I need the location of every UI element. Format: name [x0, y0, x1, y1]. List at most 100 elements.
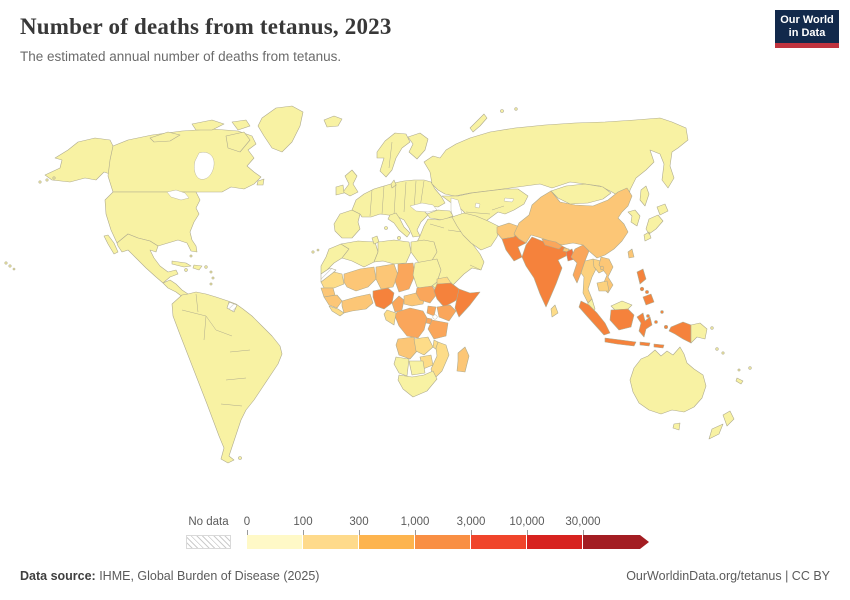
region-arctic-islands[interactable] [231, 119, 251, 131]
region-niger[interactable] [375, 263, 399, 290]
region-aleutians[interactable] [52, 176, 56, 180]
region-kenya[interactable] [436, 304, 457, 322]
region-new-zealand-south[interactable] [708, 423, 724, 440]
region-lesser-antilles[interactable] [209, 270, 213, 274]
region-sardinia[interactable] [384, 226, 388, 230]
region-dr-congo[interactable] [394, 307, 428, 339]
region-iran[interactable] [451, 212, 501, 251]
region-west-africa-coast[interactable] [341, 293, 374, 314]
region-mexico[interactable] [116, 233, 179, 284]
region-namibia[interactable] [393, 356, 410, 377]
region-guinea[interactable] [323, 294, 343, 309]
region-madagascar[interactable] [456, 346, 470, 373]
region-denmark[interactable] [390, 179, 397, 189]
region-philippines-luzon[interactable] [636, 268, 647, 285]
legend-bin-3000-10000[interactable] [471, 535, 527, 549]
region-india[interactable] [521, 236, 571, 308]
legend-bin-30000-plus[interactable] [583, 535, 649, 549]
region-zambia[interactable] [413, 336, 434, 356]
region-south-america[interactable] [171, 291, 283, 464]
region-uganda[interactable] [426, 305, 437, 317]
region-fiji[interactable] [748, 366, 752, 370]
region-chad[interactable] [394, 262, 416, 293]
region-alaska[interactable] [44, 137, 114, 183]
legend-bin-300-1000[interactable] [359, 535, 415, 549]
region-scandinavia[interactable] [376, 132, 411, 178]
legend-bin-0-100[interactable] [247, 535, 303, 549]
region-botswana[interactable] [408, 360, 426, 376]
region-cameroon[interactable] [391, 295, 405, 313]
region-hispaniola[interactable] [192, 264, 203, 271]
region-new-zealand-north[interactable] [722, 410, 735, 427]
region-egypt[interactable] [410, 239, 438, 264]
region-iceland[interactable] [323, 115, 343, 128]
region-united-kingdom[interactable] [342, 169, 359, 197]
region-tanzania[interactable] [427, 319, 449, 340]
region-iberia[interactable] [333, 209, 361, 239]
region-maluku[interactable] [646, 314, 650, 318]
region-sierra-leone-liberia[interactable] [328, 305, 345, 317]
region-cuba[interactable] [171, 260, 192, 268]
region-south-sudan[interactable] [415, 285, 438, 304]
region-hawaii[interactable] [12, 267, 16, 271]
owid-url-link[interactable]: OurWorldinData.org/tetanus | CC BY [626, 569, 830, 583]
region-russia[interactable] [423, 117, 689, 204]
region-tasmania[interactable] [672, 422, 681, 431]
region-australia[interactable] [629, 346, 707, 415]
region-indonesia-kalimantan[interactable] [609, 308, 635, 331]
region-cambodia[interactable] [596, 280, 610, 292]
region-philippines-mindanao[interactable] [642, 293, 655, 306]
region-papua-new-guinea[interactable] [690, 322, 708, 344]
region-jamaica[interactable] [184, 268, 188, 272]
region-indonesia-sulawesi[interactable] [636, 312, 653, 338]
region-philippines-visayas[interactable] [639, 286, 645, 292]
region-ireland[interactable] [335, 184, 345, 196]
region-lesser-antilles[interactable] [211, 276, 215, 280]
region-novaya-zemlya[interactable] [469, 113, 488, 133]
region-png-islands[interactable] [710, 326, 714, 330]
region-libya[interactable] [373, 239, 412, 265]
legend-bin-1000-3000[interactable] [415, 535, 471, 549]
region-korea[interactable] [627, 209, 641, 227]
region-hawaii[interactable] [8, 264, 12, 268]
region-ethiopia[interactable] [433, 282, 464, 308]
region-solomon-islands[interactable] [721, 351, 725, 355]
region-senegal[interactable] [320, 287, 336, 298]
region-sakhalin[interactable] [639, 185, 650, 207]
legend-bin-100-300[interactable] [303, 535, 359, 549]
region-algeria[interactable] [340, 240, 379, 268]
region-falkland-islands[interactable] [238, 456, 242, 460]
region-turkey[interactable] [426, 209, 454, 221]
region-solomon-islands[interactable] [715, 347, 719, 351]
region-myanmar[interactable] [570, 244, 590, 284]
region-mali[interactable] [343, 266, 377, 292]
region-hainan[interactable] [599, 265, 605, 271]
region-arctic-islands[interactable] [149, 131, 181, 143]
region-bahamas[interactable] [189, 254, 193, 258]
region-canary-islands[interactable] [311, 250, 315, 254]
no-data-swatch[interactable] [186, 535, 231, 549]
region-nigeria[interactable] [372, 287, 395, 310]
region-puerto-rico[interactable] [204, 265, 208, 269]
region-mongolia[interactable] [550, 183, 612, 205]
owid-logo[interactable]: Our World in Data [775, 10, 839, 48]
region-congo-gabon[interactable] [383, 309, 397, 326]
region-nepal[interactable] [541, 238, 563, 250]
region-baja-california[interactable] [103, 234, 119, 255]
region-aleutians[interactable] [38, 180, 42, 184]
region-arctic-islands[interactable] [191, 119, 225, 131]
region-maluku[interactable] [660, 310, 664, 314]
region-newfoundland[interactable] [256, 178, 265, 186]
region-malaysia-borneo[interactable] [610, 300, 633, 311]
region-hawaii[interactable] [4, 261, 8, 265]
region-greenland[interactable] [257, 105, 304, 153]
region-new-caledonia[interactable] [735, 377, 744, 385]
region-maluku[interactable] [654, 320, 658, 324]
region-baffin-island[interactable] [225, 131, 251, 153]
region-maluku[interactable] [663, 324, 668, 329]
region-italy[interactable] [387, 212, 411, 238]
region-french-guiana[interactable] [226, 301, 238, 313]
region-japan[interactable] [643, 203, 669, 242]
region-south-africa[interactable] [397, 370, 438, 398]
region-indonesia-sumatra[interactable] [578, 300, 611, 336]
